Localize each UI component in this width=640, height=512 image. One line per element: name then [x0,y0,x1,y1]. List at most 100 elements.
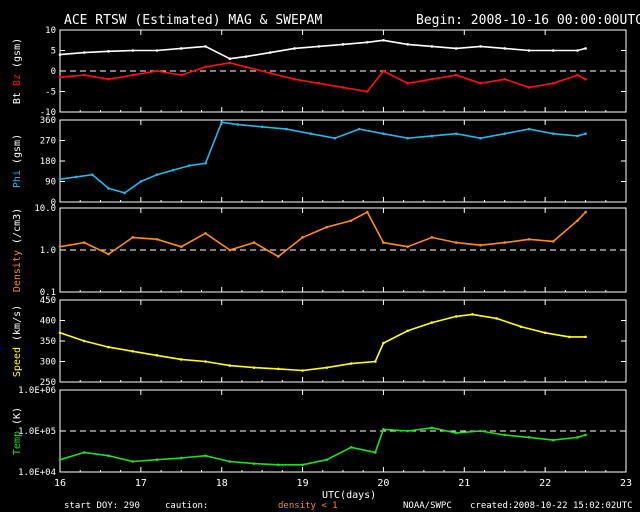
data-point-temp [301,463,304,467]
y-axis-label-part: (km/s) [12,305,23,347]
data-point-phi [285,127,288,131]
data-point-temp [277,463,280,467]
data-point-speed [131,349,135,353]
y-tick-label-phi: 360 [40,116,56,126]
x-tick-label: 16 [54,478,66,489]
data-point-phi [576,134,579,138]
y-axis-label-density: Density (/cm3) [12,208,23,292]
data-point-speed [155,354,159,357]
caution-label: caution: [165,501,208,511]
data-point-temp [155,458,159,461]
data-point-speed [430,321,434,324]
series-line-temp [59,426,586,466]
data-point-speed [107,345,110,349]
chart-panels: 10 5 0 -5 -10 Bt Bz (gsm) 360 270 180 90 0 Phi (gsm… [12,26,632,489]
data-point-bz [179,73,183,77]
x-tick-label: 21 [458,478,470,489]
data-point-speed [204,360,207,363]
data-point-density [252,241,256,244]
data-point-speed [454,315,458,318]
data-point-temp [107,454,110,457]
data-point-bt [430,45,434,48]
data-point-phi [584,132,587,135]
y-axis-label-part: Bz [12,74,23,92]
y-tick-label-speed: 450 [40,296,56,306]
y-axis-label-part: (/cm3) [12,208,23,250]
data-point-phi [454,132,458,135]
y-tick-label-mag: -5 [45,88,56,98]
data-point-temp [228,460,232,463]
data-point-phi [309,132,312,135]
y-tick-label-mag: 10 [45,26,56,36]
start-doy: start DOY: 290 [64,501,140,511]
data-point-density [107,252,110,256]
data-point-temp [406,429,409,433]
data-point-speed [495,317,498,320]
data-point-bt [244,55,248,58]
y-axis-label-part: (gsm) [12,134,23,170]
data-point-temp [179,456,183,460]
data-point-density [576,219,579,222]
y-axis-label-mag: Bt Bz (gsm) [12,38,23,104]
data-point-speed [584,335,587,339]
density-note: density < 1 [278,501,338,511]
y-axis-label-temp: Temp (K) [12,407,23,455]
x-tick-label: 22 [539,478,551,489]
y-tick-label-mag: 0 [51,67,56,77]
data-point-phi [123,191,126,195]
data-point-speed [82,339,86,343]
data-point-bz [576,73,579,77]
y-axis-label-part: Phi [12,170,23,188]
y-tick-label-temp: 1.0E+06 [18,386,56,396]
data-point-bt [454,47,458,50]
y-axis-label-speed: Speed (km/s) [12,305,23,377]
data-point-bt [204,45,207,48]
y-tick-label-mag: 5 [51,47,56,57]
data-point-phi [527,127,531,131]
x-tick-label: 23 [620,478,632,489]
data-point-density [228,248,232,252]
data-point-temp [454,431,458,435]
data-point-bz [551,82,555,85]
x-tick-label: 17 [135,478,147,489]
data-point-phi [406,136,409,140]
y-tick-label-density: 10.0 [34,204,56,214]
data-point-phi [479,136,482,140]
data-point-bz [454,73,458,77]
data-point-bt [382,38,385,42]
data-point-bz [204,65,207,69]
data-point-temp [204,454,207,457]
data-point-bt [527,49,531,52]
x-tick-label: 20 [377,478,389,489]
data-point-speed [406,329,409,333]
data-point-temp [430,426,434,430]
data-point-density [277,255,280,258]
data-point-phi [139,180,143,183]
data-point-speed [325,366,329,369]
data-point-speed [301,369,304,372]
data-point-density [527,237,531,241]
data-point-density [179,245,183,248]
y-axis-label-phi: Phi (gsm) [12,134,23,188]
data-point-bz [479,82,482,85]
data-point-temp [584,433,587,437]
series-line-phi [59,121,586,194]
data-point-density [325,225,329,229]
data-point-density [551,240,555,243]
y-axis-label-part: (K) [12,407,23,431]
data-point-bt [155,49,159,52]
data-point-speed [471,313,474,316]
data-point-bz [317,82,321,85]
data-point-temp [551,438,555,442]
data-point-phi [58,177,62,181]
y-tick-label-density: 1.0 [40,246,56,256]
data-point-bt [479,45,482,48]
data-point-bt [293,47,296,50]
y-tick-label-density: 0.1 [40,288,56,298]
y-tick-label-speed: 400 [40,317,56,327]
data-point-speed [277,367,280,371]
data-point-bz [527,86,531,89]
data-point-temp [374,451,377,454]
data-point-bt [406,43,409,46]
